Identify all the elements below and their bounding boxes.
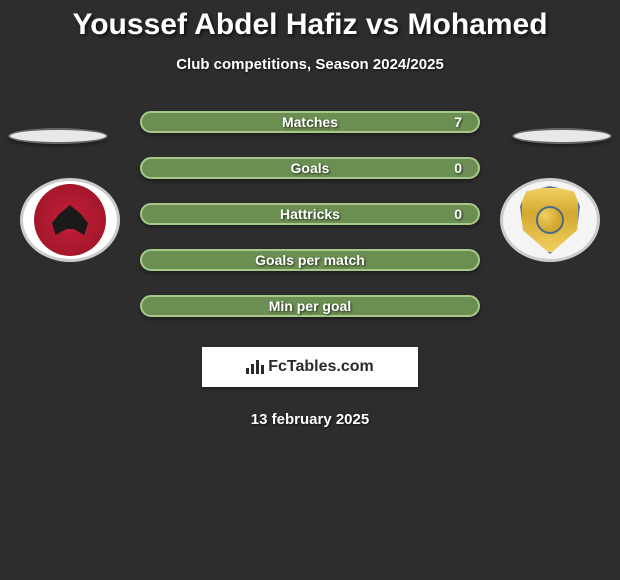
stat-value: 0	[454, 206, 462, 222]
eagle-icon	[52, 205, 88, 235]
stat-label: Min per goal	[269, 298, 351, 314]
date-text: 13 february 2025	[0, 411, 620, 428]
player-marker-right	[512, 128, 612, 144]
brand-box: FcTables.com	[202, 347, 418, 387]
stat-label: Matches	[282, 114, 338, 130]
stat-value: 0	[454, 160, 462, 176]
stat-label: Goals per match	[255, 252, 365, 268]
stat-row-matches: Matches 7	[140, 111, 480, 133]
shield-icon	[520, 186, 580, 254]
stat-row-min-per-goal: Min per goal	[140, 295, 480, 317]
al-ahly-emblem	[34, 184, 106, 256]
stat-label: Goals	[291, 160, 330, 176]
page-title: Youssef Abdel Hafiz vs Mohamed	[0, 0, 620, 42]
player-marker-left	[8, 128, 108, 144]
stat-label: Hattricks	[280, 206, 340, 222]
club-badge-right	[500, 178, 600, 262]
brand-name: FcTables.com	[268, 358, 374, 376]
ismaily-emblem	[520, 186, 580, 254]
stat-value: 7	[454, 114, 462, 130]
stat-row-goals: Goals 0	[140, 157, 480, 179]
stat-row-hattricks: Hattricks 0	[140, 203, 480, 225]
chart-icon	[246, 360, 264, 374]
ball-icon	[536, 206, 564, 234]
page-subtitle: Club competitions, Season 2024/2025	[0, 56, 620, 73]
club-badge-left	[20, 178, 120, 262]
stat-row-goals-per-match: Goals per match	[140, 249, 480, 271]
